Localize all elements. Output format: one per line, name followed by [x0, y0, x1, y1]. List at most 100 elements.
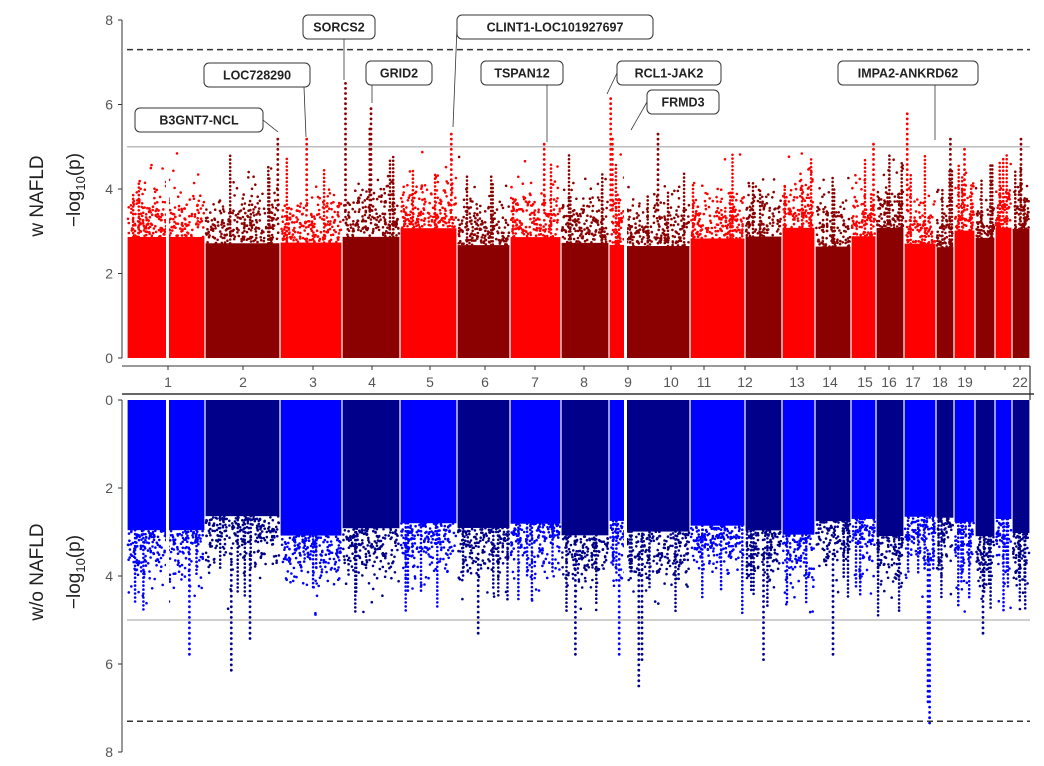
snp-point: [147, 541, 151, 545]
snp-point: [409, 210, 413, 213]
snp-point: [800, 192, 804, 195]
snp-point: [298, 225, 302, 229]
snp-point: [465, 232, 469, 235]
snp-point: [831, 184, 834, 187]
snp-point: [289, 580, 292, 584]
snp-point: [913, 200, 916, 203]
snp-point: [519, 226, 522, 230]
snp-point: [763, 204, 766, 208]
snp-point: [682, 187, 686, 191]
snp-point: [458, 223, 462, 226]
snp-point: [872, 220, 875, 223]
snp-point: [998, 207, 1001, 210]
snp-point: [795, 196, 799, 199]
snp-point: [604, 177, 607, 181]
snp-point: [254, 230, 258, 233]
snp-point: [931, 215, 934, 219]
snp-point: [300, 213, 304, 216]
snp-point: [900, 173, 903, 177]
snp-point: [842, 207, 846, 211]
snp-point: [656, 147, 660, 151]
snp-point: [262, 207, 266, 210]
snp-point: [202, 226, 205, 229]
snp-point: [501, 206, 505, 210]
snp-point: [789, 188, 793, 192]
snp-point: [825, 210, 829, 213]
snp-point: [980, 206, 983, 209]
snp-point: [777, 210, 781, 214]
snp-point: [392, 201, 395, 204]
snp-point: [154, 559, 158, 562]
snp-point: [259, 555, 263, 558]
snp-point: [581, 211, 585, 215]
snp-point: [368, 183, 372, 187]
snp-point: [193, 215, 197, 218]
snp-point: [163, 534, 167, 537]
snp-point: [822, 207, 825, 211]
snp-point: [513, 219, 517, 222]
snp-point: [1005, 165, 1008, 169]
snp-point: [809, 158, 813, 161]
snp-point: [336, 238, 340, 241]
snp-point: [180, 210, 184, 213]
snp-point: [888, 211, 891, 215]
snp-point: [344, 112, 347, 116]
snp-point: [272, 555, 276, 558]
snp-point: [731, 202, 734, 206]
snp-point: [1005, 192, 1008, 195]
snp-point: [905, 112, 909, 116]
snp-point: [310, 213, 313, 217]
snp-point: [872, 208, 875, 212]
snp-point: [161, 213, 164, 217]
snp-point: [569, 207, 572, 210]
snp-point: [670, 217, 673, 221]
chromosome-label: 10: [663, 374, 679, 390]
snp-point: [148, 215, 152, 219]
snp-point: [473, 233, 477, 236]
snp-point: [863, 215, 867, 219]
snp-point: [758, 197, 762, 200]
snp-point: [542, 168, 546, 172]
snp-point: [905, 183, 909, 187]
snp-point: [596, 196, 600, 199]
snp-point: [262, 524, 265, 527]
snp-point: [228, 215, 232, 218]
snp-point: [224, 551, 228, 554]
snp-point: [137, 220, 141, 223]
snp-point: [1005, 215, 1008, 218]
snp-point: [344, 221, 348, 225]
snp-point: [783, 207, 786, 211]
snp-point: [439, 212, 442, 215]
snp-point: [888, 162, 891, 165]
snp-point: [1001, 184, 1005, 188]
snp-point: [129, 211, 133, 214]
snp-point: [433, 219, 437, 222]
snp-point: [479, 239, 483, 242]
snp-point: [948, 196, 951, 200]
snp-point: [729, 206, 732, 210]
snp-point: [573, 227, 576, 230]
snp-point: [305, 237, 309, 241]
snp-point: [445, 180, 449, 183]
chr-7-dense-points: [510, 237, 561, 358]
snp-point: [628, 215, 631, 219]
snp-point: [220, 241, 224, 245]
snp-point: [368, 142, 372, 146]
snp-point: [397, 232, 401, 235]
snp-point: [909, 215, 912, 219]
snp-point: [131, 231, 135, 235]
snp-point: [322, 169, 326, 172]
snp-point: [677, 232, 680, 236]
snp-point: [600, 230, 604, 233]
snp-point: [489, 198, 493, 201]
snp-point: [293, 226, 296, 230]
snp-point: [741, 197, 744, 200]
snp-point: [489, 236, 493, 239]
snp-point: [751, 193, 755, 196]
snp-point: [515, 208, 519, 212]
snp-point: [144, 216, 148, 219]
snp-point: [948, 245, 951, 249]
snp-point: [243, 225, 246, 228]
snp-point: [731, 225, 734, 229]
snp-point: [287, 541, 290, 545]
